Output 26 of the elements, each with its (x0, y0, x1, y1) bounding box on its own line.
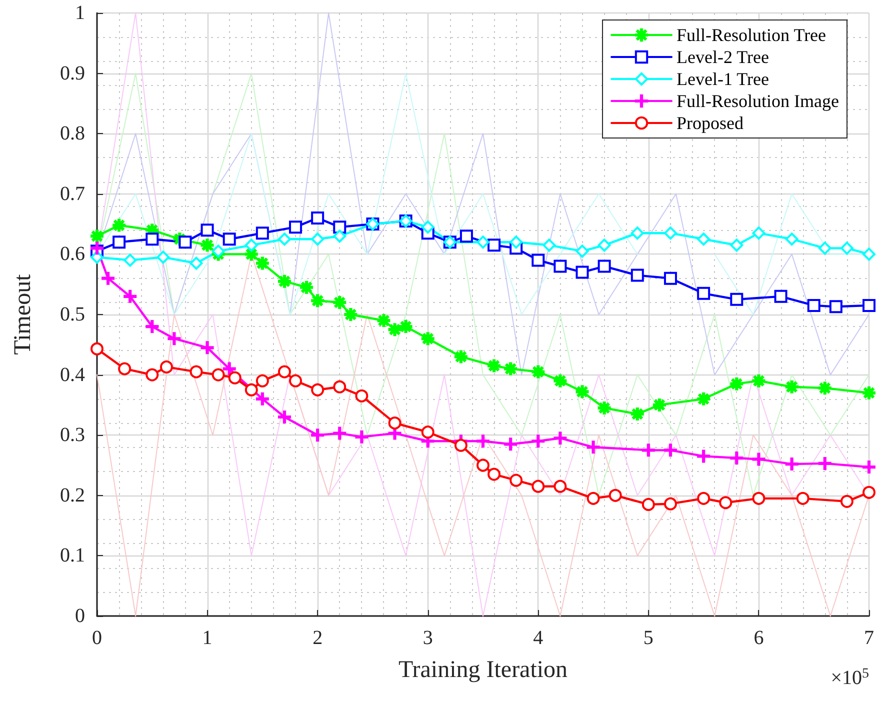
legend-label: Level-1 Tree (676, 69, 770, 89)
y-tick-label: 0.4 (60, 364, 85, 386)
y-tick-label: 0.2 (60, 484, 85, 506)
x-axis-title: Training Iteration (398, 657, 568, 683)
x-tick-label: 1 (202, 627, 212, 649)
legend-label: Level-2 Tree (676, 47, 770, 67)
y-tick-label: 0.8 (60, 122, 85, 145)
y-tick-label: 1 (75, 2, 85, 24)
legend-label: Full-Resolution Tree (676, 25, 826, 45)
x-tick-label: 4 (533, 627, 544, 649)
x-tick-label: 6 (754, 627, 764, 649)
x-tick-label: 2 (312, 627, 323, 649)
y-tick-label: 0 (75, 605, 85, 627)
y-tick-label: 0.7 (60, 182, 85, 205)
x-tick-label: 7 (864, 627, 874, 649)
x-tick-label: 5 (643, 627, 654, 649)
y-tick-label: 0.3 (60, 424, 85, 446)
legend-label: Full-Resolution Image (676, 91, 840, 111)
legend-label: Proposed (676, 113, 744, 133)
y-tick-label: 0.9 (60, 62, 85, 84)
x-tick-label: 0 (92, 627, 102, 649)
y-tick-label: 0.1 (60, 544, 85, 567)
y-tick-label: 0.6 (60, 243, 85, 266)
x-tick-label: 3 (422, 627, 433, 649)
y-axis-title: Timeout (10, 274, 36, 355)
y-tick-label: 0.5 (60, 304, 85, 326)
